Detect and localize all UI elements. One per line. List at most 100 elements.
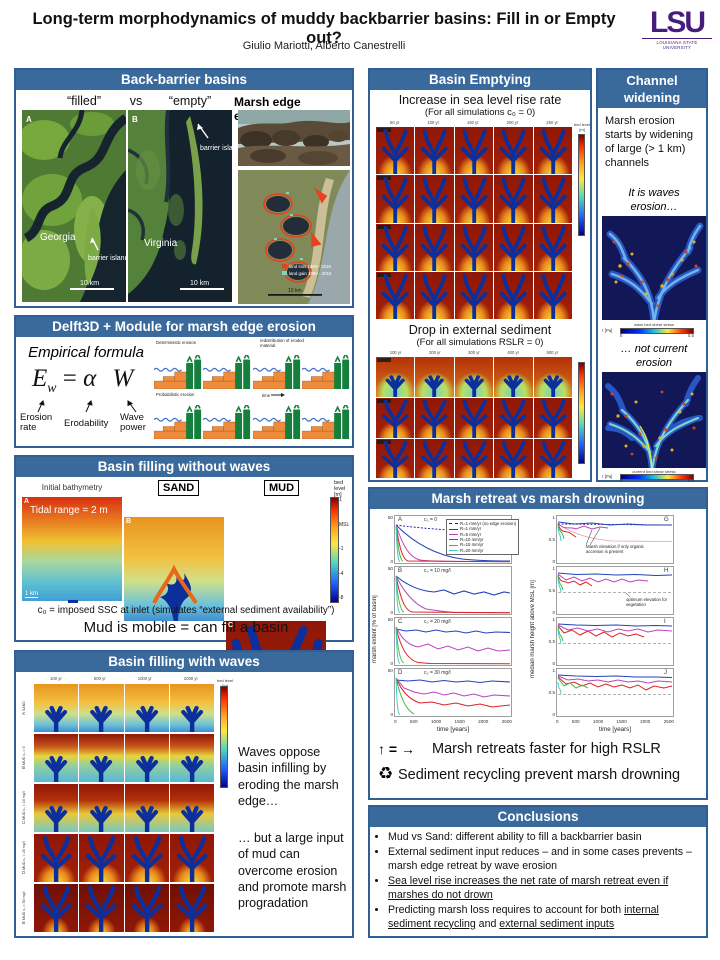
simulation-tile: [415, 175, 454, 223]
erosion-diagram-tile: [154, 405, 203, 439]
list-label: 1: [552, 668, 555, 673]
lsu-logo: LSU LOUISIANA STATE UNIVERSITY: [642, 8, 712, 50]
list-label: 0: [390, 610, 393, 615]
simulation-tile: [376, 398, 415, 438]
simulation-tile: [169, 834, 214, 882]
satellite-image-virginia: B Virginia barrier island 10 km: [128, 110, 232, 302]
list-label: 100 yr: [50, 676, 62, 681]
legend-item: R=1 mm/yr (no edge erosion): [449, 521, 516, 526]
legend-swatch: [449, 539, 458, 541]
plot-letter: A: [398, 517, 403, 523]
panel-marsh-retreat: Marsh retreat vs marsh drowning marsh ex…: [368, 487, 708, 800]
emp-time-labels-2: 100 yr 200 yr 300 yr 400 yr 500 yr: [376, 350, 572, 355]
list-label: 2000: [478, 719, 489, 724]
list-label: -4: [339, 570, 344, 577]
land-change-map: land loss 1880 - 2016 land gain 1880 - 2…: [238, 170, 350, 304]
row-letter: B: [21, 766, 26, 770]
simulation-tile: [169, 784, 214, 832]
simulation-tile: [376, 271, 415, 319]
panel-conclusions: Conclusions Mud vs Sand: different abili…: [368, 805, 708, 938]
list-label: 2000 yr: [183, 676, 198, 681]
ylabel-marsh-height: median marsh height above MSL [m]: [530, 580, 536, 678]
plot-g-yticks: 1 0.5 0: [546, 515, 555, 564]
sediment-heading: Drop in external sediment: [408, 323, 552, 337]
plot-g-chart: [556, 515, 674, 564]
current-shear-image: [602, 372, 706, 468]
plot-condition: c₀ = 0: [424, 517, 438, 523]
current-erosion-label: … not current erosion: [620, 343, 688, 370]
plot-a: 50 0 A c₀ = 0 R=1 mm/yr (no edge erosion)…: [384, 515, 520, 564]
conclusions-list: Mud vs Sand: different ability to fill a…: [370, 831, 706, 932]
simulation-tile: [415, 127, 454, 175]
simulation-tile: [533, 357, 572, 397]
conclusion-text-underlined: external sediment inputs: [499, 917, 615, 930]
formula-arrows: [37, 400, 137, 413]
simulation-tile: [34, 684, 79, 732]
panel-fill-nowaves-title: Basin filling without waves: [16, 457, 352, 477]
formula-E: E: [32, 365, 48, 392]
plot-letter: G: [664, 517, 669, 523]
panel-conclusions-title: Conclusions: [370, 807, 706, 827]
tidal-range-label: Tidal range = 2 m: [30, 505, 108, 516]
legend-swatch: [449, 533, 458, 535]
erosion-diagram-tile: [252, 355, 301, 389]
fw-grid-row-b: [34, 734, 214, 782]
simulation-tile: [415, 438, 454, 478]
simulation-tile: [169, 884, 214, 932]
list-label: 2500: [663, 719, 674, 724]
list-label: -8: [339, 595, 344, 601]
virginia-label: Virginia: [144, 238, 178, 249]
conclusion-text: Mud vs Sand: different ability to fill a…: [388, 831, 642, 843]
fw-grid-row-e: [34, 884, 214, 932]
legend-swatch: [449, 549, 458, 551]
plot-j-yticks: 1 0.5 0: [546, 668, 555, 717]
satellite-image-georgia: A Georgia barrier island 10 km: [22, 110, 126, 302]
redistribution-label: redistribution of eroded material: [260, 338, 304, 348]
legend-swatch: [449, 544, 458, 546]
simulation-tile: [79, 884, 124, 932]
conclusion-item: External sediment input reduces – and in…: [388, 846, 698, 874]
list-label: 0.5: [548, 537, 555, 542]
plot-i-chart: [556, 617, 674, 666]
row-label: MUD c₀ = 10 mg/l: [22, 791, 26, 821]
deterministic-erosion-label: Deterministic erosion: [156, 340, 197, 345]
scalebar-b: 10 km: [190, 280, 209, 287]
image-b-letter: B: [126, 518, 132, 525]
simulation-tile: [533, 271, 572, 319]
simulation-tile: [454, 271, 494, 319]
erosion-rate-label: Erosion rate: [20, 412, 53, 433]
wave-shear-colorbar-label: wave bed shear stress: [633, 322, 675, 327]
panel-channel-widening: Channel widening Marsh erosion starts by…: [596, 68, 708, 483]
simulation-tile: [376, 175, 415, 223]
panel-fill-nowaves: Basin filling without waves Initial bath…: [14, 455, 354, 725]
panel-marsh-retreat-title: Marsh retreat vs marsh drowning: [370, 489, 706, 509]
plot-letter: C: [398, 619, 403, 625]
fw-time-labels: 100 yr 500 yr 1000 yr 2000 yr: [34, 676, 214, 681]
fw-colorbar: [220, 686, 228, 788]
list-label: 1500: [616, 719, 627, 724]
fw-grid-row-d: [34, 834, 214, 882]
list-label: 50: [387, 515, 393, 520]
plot-i-yticks: 1 0.5 0: [546, 617, 555, 666]
list-label: 250 yr: [546, 120, 558, 125]
sand-label: SAND: [158, 480, 200, 496]
lsu-logo-subtext: LOUISIANA STATE UNIVERSITY: [642, 38, 712, 50]
plot-g: 1 0.5 0 G Marsh elevation if only organic …: [546, 515, 676, 564]
simulation-tile: [415, 271, 454, 319]
simulation-tile: [124, 884, 169, 932]
fw-colorbar-title: bed level [m]: [216, 678, 233, 688]
simulation-tile: [124, 684, 169, 732]
fw-row-label-c: C MUD c₀ = 10 mg/l: [21, 784, 27, 832]
list-label: 1500: [454, 719, 465, 724]
conclusion-text-underlined: Sea level rise increases the net rate of…: [388, 874, 669, 901]
conclusion-item: Sea level rise increases the net rate of…: [388, 875, 698, 903]
bathymetry-image-a: A Tidal range = 2 m 1 km: [22, 497, 122, 603]
emp-time-labels-1: 50 yr 100 yr 150 yr 200 yr 250 yr: [376, 120, 572, 125]
inlet-mark: [68, 600, 78, 603]
list-label: 50 yr: [390, 120, 400, 125]
time-text: time: [262, 393, 271, 398]
list-label: 0: [390, 559, 393, 564]
waves-oppose-text: Waves oppose basin infilling by eroding …: [238, 745, 339, 808]
list-label: 500: [409, 719, 418, 724]
current-shear-colorbar: [620, 474, 694, 480]
